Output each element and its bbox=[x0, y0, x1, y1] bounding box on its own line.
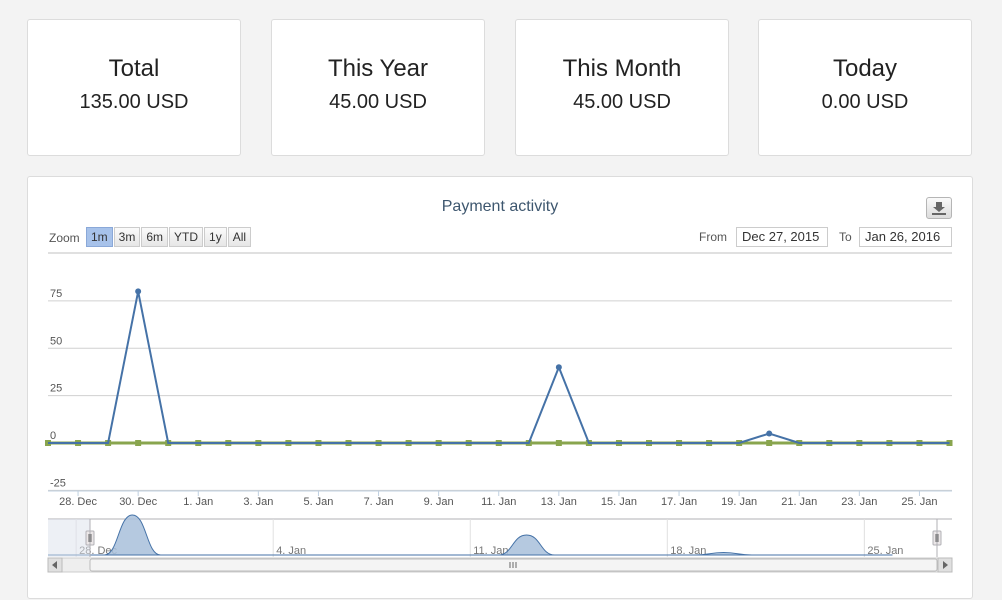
x-tick-label: 3. Jan bbox=[243, 496, 273, 508]
x-tick-label: 13. Jan bbox=[541, 496, 577, 508]
data-point bbox=[135, 288, 142, 295]
series-line bbox=[48, 291, 950, 444]
x-tick-label: 7. Jan bbox=[364, 496, 394, 508]
y-tick-label: 75 bbox=[50, 288, 62, 300]
total-value: 135.00 USD bbox=[79, 91, 189, 113]
this-year-card: This Year 45.00 USD bbox=[271, 19, 485, 156]
zoom-label: Zoom bbox=[49, 231, 80, 245]
x-tick-label: 21. Jan bbox=[781, 496, 817, 508]
left-arrow-icon bbox=[52, 561, 57, 569]
navigator-label: 18. Jan bbox=[670, 545, 706, 557]
today-value: 0.00 USD bbox=[821, 91, 909, 113]
right-arrow-icon bbox=[943, 561, 948, 569]
x-tick-label: 19. Jan bbox=[721, 496, 757, 508]
data-point bbox=[766, 440, 773, 446]
from-label: From bbox=[699, 230, 727, 244]
x-tick-label: 28. Dec bbox=[59, 496, 97, 508]
navigator-label: 11. Jan bbox=[473, 545, 508, 557]
y-tick-label: 50 bbox=[50, 335, 62, 347]
zoom-ytd-button[interactable]: YTD bbox=[169, 227, 204, 247]
this-year-value: 45.00 USD bbox=[329, 91, 427, 113]
x-tick-label: 23. Jan bbox=[841, 496, 877, 508]
x-tick-label: 11. Jan bbox=[481, 496, 516, 508]
x-tick-label: 25. Jan bbox=[901, 496, 937, 508]
this-year-title: This Year bbox=[327, 55, 429, 82]
data-point bbox=[555, 440, 562, 446]
data-point bbox=[766, 430, 773, 437]
this-month-card: This Month 45.00 USD bbox=[515, 19, 729, 156]
x-tick-label: 15. Jan bbox=[601, 496, 637, 508]
total-title: Total bbox=[108, 55, 160, 82]
zoom-6m-button[interactable]: 6m bbox=[141, 227, 169, 247]
download-icon bbox=[932, 202, 946, 215]
from-date-input[interactable]: Dec 27, 2015 bbox=[736, 227, 828, 247]
y-tick-label: 25 bbox=[50, 383, 62, 395]
data-point bbox=[555, 364, 562, 371]
navigator-label: 25. Jan bbox=[867, 545, 903, 557]
navigator-area bbox=[47, 514, 893, 556]
y-tick-label: 0 bbox=[50, 430, 56, 442]
x-tick-label: 5. Jan bbox=[303, 496, 333, 508]
this-month-value: 45.00 USD bbox=[573, 91, 671, 113]
today-title: Today bbox=[832, 55, 898, 82]
x-tick-label: 9. Jan bbox=[424, 496, 454, 508]
this-month-title: This Month bbox=[562, 55, 682, 82]
navigator-label: 4. Jan bbox=[276, 545, 306, 557]
zoom-buttons: 1m 3m 6m YTD 1y All bbox=[86, 227, 252, 247]
zoom-all-button[interactable]: All bbox=[227, 227, 252, 247]
zoom-1m-button[interactable]: 1m bbox=[86, 227, 113, 247]
today-card: Today 0.00 USD bbox=[758, 19, 972, 156]
payment-activity-chart: -25 0 25 50 75 28. Dec 30. Dec 1. Jan 3. Jan 5. J… bbox=[45, 252, 953, 573]
total-card: Total 135.00 USD bbox=[27, 19, 241, 156]
zoom-3m-button[interactable]: 3m bbox=[113, 227, 141, 247]
x-tick-label: 1. Jan bbox=[183, 496, 213, 508]
to-date-input[interactable]: Jan 26, 2016 bbox=[859, 227, 952, 247]
chart-title: Payment activity bbox=[441, 198, 559, 215]
x-tick-label: 17. Jan bbox=[661, 496, 697, 508]
navigator-mask-left bbox=[48, 519, 90, 557]
data-point bbox=[135, 440, 142, 446]
payment-activity-panel: -25 0 25 50 75 28. Dec 30. Dec 1. Jan 3. Jan 5. J… bbox=[27, 176, 973, 599]
x-tick-label: 30. Dec bbox=[119, 496, 157, 508]
export-button[interactable] bbox=[926, 197, 952, 219]
y-tick-label: -25 bbox=[50, 477, 66, 489]
zoom-1y-button[interactable]: 1y bbox=[204, 227, 227, 247]
to-label: To bbox=[839, 230, 852, 244]
